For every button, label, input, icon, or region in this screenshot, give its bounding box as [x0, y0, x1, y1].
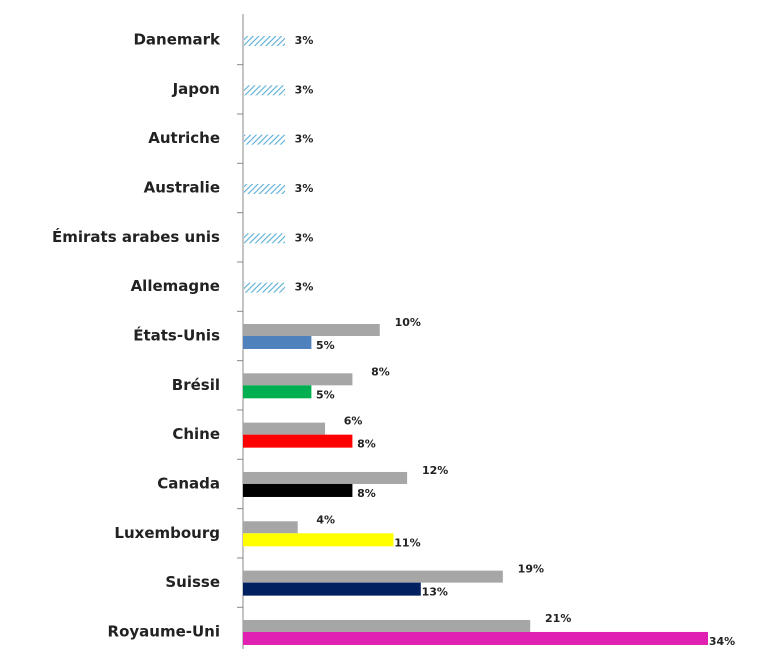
bar [243, 471, 408, 484]
value-label: 6% [344, 415, 363, 428]
bar [243, 631, 708, 645]
value-label: 3% [295, 231, 314, 244]
value-label: 3% [295, 34, 314, 47]
category-label: Autriche [148, 129, 220, 147]
category-label: Australie [144, 178, 220, 196]
bar [244, 134, 286, 145]
bar [243, 483, 353, 497]
category-label: États-Unis [133, 325, 220, 344]
value-label: 10% [395, 316, 421, 329]
category-label: Luxembourg [114, 524, 220, 542]
value-label: 5% [316, 339, 335, 352]
value-label: 19% [518, 563, 544, 576]
value-label: 8% [371, 365, 390, 378]
value-label: 4% [316, 513, 335, 526]
value-label: 3% [295, 182, 314, 195]
bar [243, 533, 394, 547]
bar [243, 373, 353, 386]
bar [243, 434, 353, 448]
value-label: 8% [357, 438, 376, 451]
value-label: 8% [357, 487, 376, 500]
bar [243, 422, 326, 435]
bar [243, 570, 503, 583]
value-label: 11% [394, 536, 420, 549]
category-label: Brésil [172, 376, 220, 394]
bar [243, 521, 298, 534]
bar [243, 323, 380, 336]
bar [244, 183, 286, 194]
bar [243, 582, 421, 596]
category-label: Canada [157, 474, 220, 492]
value-label: 5% [316, 388, 335, 401]
bar [244, 36, 286, 46]
value-label: 34% [709, 635, 735, 648]
value-label: 21% [545, 612, 571, 625]
value-label: 3% [295, 83, 314, 96]
value-label: 3% [295, 281, 314, 294]
bar [243, 385, 312, 399]
category-label: Danemark [133, 31, 221, 49]
value-label: 3% [295, 133, 314, 146]
category-label: Allemagne [131, 277, 220, 295]
value-label: 13% [422, 586, 448, 599]
category-label: Émirats arabes unis [52, 227, 220, 246]
value-label: 12% [422, 464, 448, 477]
bar [243, 619, 531, 632]
category-label: Japon [172, 80, 220, 98]
bar [244, 85, 286, 96]
category-label: Chine [172, 425, 220, 443]
category-label: Suisse [165, 573, 220, 591]
bar [243, 335, 312, 349]
bar [244, 282, 286, 293]
bar [244, 233, 286, 244]
category-label: Royaume-Uni [108, 622, 220, 640]
